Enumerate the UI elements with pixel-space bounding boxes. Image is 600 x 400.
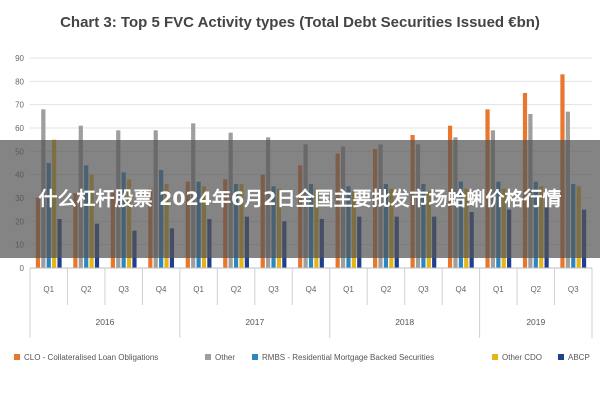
y-tick-label: 70	[15, 101, 24, 110]
x-tick-label: Q3	[418, 285, 429, 294]
x-tick-label: Q2	[381, 285, 392, 294]
legend-entry: Other	[215, 353, 235, 362]
legend-swatch	[14, 354, 20, 360]
legend-entry: Other CDO	[502, 353, 542, 362]
y-tick-label: 60	[15, 124, 24, 133]
y-tick-label: 0	[20, 264, 25, 273]
legend: CLO - Collateralised Loan Obligations Oth…	[14, 353, 590, 362]
year-label: 2016	[95, 317, 114, 327]
legend-swatch	[205, 354, 211, 360]
legend-entry: ABCP	[568, 353, 590, 362]
x-tick-label: Q4	[456, 285, 467, 294]
y-tick-label: 80	[15, 77, 24, 86]
legend-swatch	[252, 354, 258, 360]
x-tick-label: Q1	[493, 285, 504, 294]
year-label: 2017	[245, 317, 264, 327]
x-tick-label: Q3	[568, 285, 579, 294]
legend-swatch	[492, 354, 498, 360]
legend-swatch	[558, 354, 564, 360]
year-label: 2019	[526, 317, 545, 327]
x-tick-label: Q3	[118, 285, 129, 294]
x-tick-label: Q1	[193, 285, 204, 294]
x-tick-label: Q1	[343, 285, 354, 294]
x-tick-label: Q4	[156, 285, 167, 294]
x-axis: Q1 Q2 Q3 Q4 Q1 Q2 Q3 Q4 Q1 Q2 Q3 Q4 Q1 Q2 Q3 2016 2017 20…	[29, 267, 593, 338]
x-tick-label: Q1	[43, 285, 54, 294]
legend-entry: RMBS - Residential Mortgage Backed Secur…	[262, 353, 434, 362]
banner-text: 什么杠杆股票 2024年6月2日全国主要批发市场蛤蜊价格行情	[38, 188, 562, 210]
chart-title: Chart 3: Top 5 FVC Activity types (Total…	[60, 14, 540, 31]
banner-overlay: 什么杠杆股票 2024年6月2日全国主要批发市场蛤蜊价格行情	[0, 140, 600, 258]
x-tick-label: Q4	[306, 285, 317, 294]
legend-entry: CLO - Collateralised Loan Obligations	[24, 353, 158, 362]
x-tick-label: Q2	[81, 285, 92, 294]
x-tick-label: Q3	[268, 285, 279, 294]
x-tick-label: Q2	[530, 285, 541, 294]
x-tick-label: Q2	[231, 285, 242, 294]
year-label: 2018	[395, 317, 414, 327]
y-tick-label: 90	[15, 54, 24, 63]
